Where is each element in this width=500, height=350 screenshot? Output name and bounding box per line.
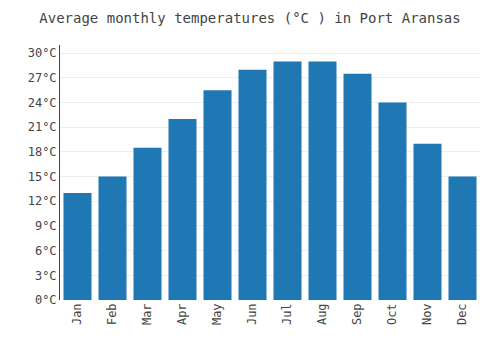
svg-text:6°C: 6°C — [35, 244, 57, 258]
svg-text:15°C: 15°C — [28, 170, 57, 184]
svg-text:18°C: 18°C — [28, 145, 57, 159]
svg-text:Feb: Feb — [105, 303, 119, 325]
svg-text:May: May — [210, 303, 224, 325]
svg-text:Nov: Nov — [420, 303, 434, 325]
svg-text:Average monthly temperatures (: Average monthly temperatures (°C ) in Po… — [39, 10, 460, 26]
svg-text:Jun: Jun — [245, 303, 259, 325]
svg-text:9°C: 9°C — [35, 219, 57, 233]
svg-text:Jul: Jul — [280, 303, 294, 325]
svg-text:30°C: 30°C — [28, 46, 57, 60]
svg-text:Apr: Apr — [175, 303, 189, 325]
svg-text:12°C: 12°C — [28, 194, 57, 208]
svg-text:Jan: Jan — [70, 303, 84, 325]
svg-text:3°C: 3°C — [35, 269, 57, 283]
svg-text:0°C: 0°C — [35, 293, 57, 307]
svg-text:21°C: 21°C — [28, 120, 57, 134]
svg-text:24°C: 24°C — [28, 96, 57, 110]
svg-text:Mar: Mar — [140, 303, 154, 325]
svg-text:Sep: Sep — [350, 303, 364, 325]
svg-text:Oct: Oct — [385, 303, 399, 325]
svg-text:27°C: 27°C — [28, 71, 57, 85]
svg-text:Dec: Dec — [455, 303, 469, 325]
svg-text:Aug: Aug — [315, 303, 329, 325]
